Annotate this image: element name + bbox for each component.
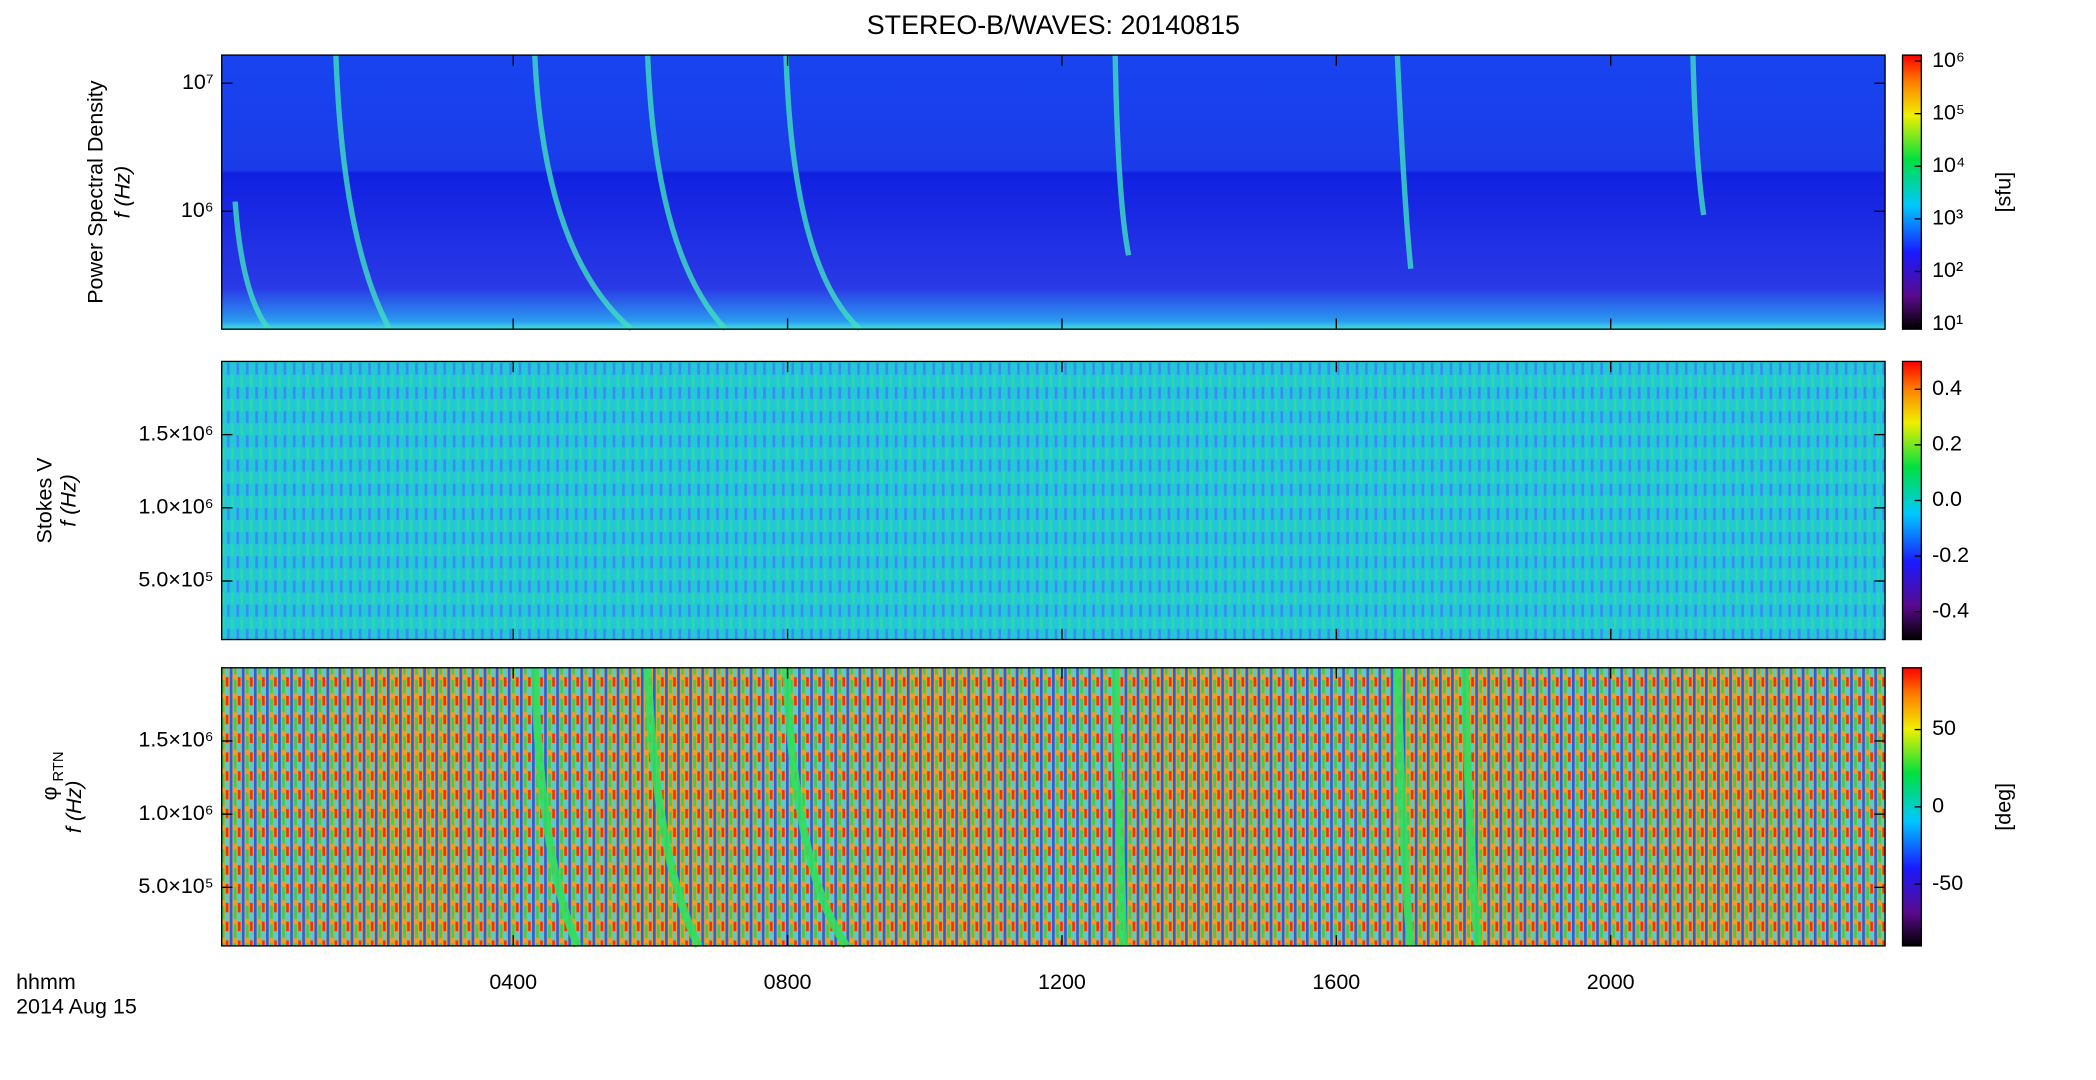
panel-frame <box>221 54 1886 330</box>
colorbar-tick-label: 10² <box>1932 258 1963 282</box>
colorbar-tick-label: 50 <box>1932 716 1956 740</box>
panel-frame <box>221 360 1886 641</box>
spectrogram-image <box>221 667 1886 946</box>
y-axis-label-sub: RTN <box>51 751 67 781</box>
y-axis-label: Power Spectral Density <box>83 80 107 304</box>
x-tick-label: 1600 <box>1312 970 1360 994</box>
y-tick-label: 1.5×10⁶ <box>138 728 213 752</box>
x-axis-label: hhmm <box>16 970 76 994</box>
x-tick-label: 0400 <box>489 970 537 994</box>
burst-streaks <box>232 54 1707 332</box>
spectrogram-image <box>221 361 1886 640</box>
spectrogram-image <box>221 55 1886 330</box>
colorbar-tick-label: 10³ <box>1932 206 1963 230</box>
colorbar <box>1901 54 1923 330</box>
colorbar-tick-label: 0.0 <box>1932 487 1962 511</box>
panel-frame <box>221 667 1886 947</box>
y-axis-label: Stokes V <box>32 457 56 544</box>
x-tick-label: 2000 <box>1587 970 1635 994</box>
colorbar-label: [sfu] <box>1991 172 2015 213</box>
figure-title: STEREO-B/WAVES: 20140815 <box>867 10 1240 40</box>
colorbar-tick-label: 10¹ <box>1932 311 1963 335</box>
colorbar-tick-label: 0 <box>1932 794 1944 818</box>
y-axis-label: f (Hz) <box>110 166 134 219</box>
x-tick-label: 1200 <box>1038 970 1086 994</box>
y-axis-label: φ <box>38 786 62 800</box>
y-tick-label: 1.0×10⁶ <box>138 494 213 518</box>
y-tick-label: 10⁷ <box>182 70 214 94</box>
date-label: 2014 Aug 15 <box>16 994 137 1018</box>
burst-streaks <box>530 667 1482 949</box>
y-tick-label: 5.0×10⁵ <box>138 568 213 592</box>
plot-area: STEREO-B/WAVES: 20140815 hhmm 2014 Aug 1… <box>16 10 2015 1018</box>
colorbar-tick-label: 10⁴ <box>1932 153 1965 177</box>
y-tick-label: 10⁶ <box>181 198 214 222</box>
colorbar-tick-label: -0.2 <box>1932 543 1969 567</box>
y-axis-label: f (Hz) <box>62 781 86 834</box>
colorbar-tick-label: 10⁶ <box>1932 48 1965 72</box>
colorbar-tick-label: 0.2 <box>1932 432 1962 456</box>
y-tick-label: 1.5×10⁶ <box>138 421 213 445</box>
x-tick-label: 0800 <box>764 970 812 994</box>
colorbar-tick-label: 10⁵ <box>1932 100 1965 124</box>
colorbar-tick-label: 0.4 <box>1932 376 1962 400</box>
y-axis-label: f (Hz) <box>57 474 81 527</box>
colorbar-tick-label: -0.4 <box>1932 598 1969 622</box>
y-tick-label: 5.0×10⁵ <box>138 874 213 898</box>
y-tick-label: 1.0×10⁶ <box>138 801 213 825</box>
colorbar-tick-label: -50 <box>1932 871 1963 895</box>
colorbar-label: [deg] <box>1991 783 2015 831</box>
